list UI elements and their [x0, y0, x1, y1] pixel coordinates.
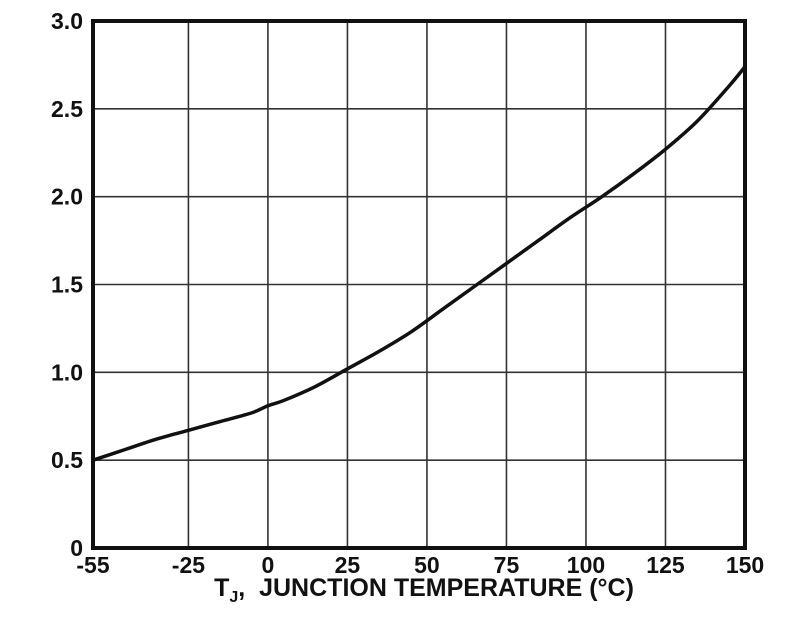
x-tick-label: -55: [76, 552, 109, 578]
x-axis-title-rest: , JUNCTION TEMPERATURE (°C): [238, 574, 634, 602]
y-tick-label: 0.5: [51, 447, 83, 473]
x-axis-title-subscript: J: [229, 589, 238, 606]
x-tick-label: 25: [335, 552, 361, 578]
x-tick-label: 50: [414, 552, 440, 578]
x-tick-label: 0: [262, 552, 275, 578]
series-line: [92, 65, 747, 462]
x-tick-label: 100: [567, 552, 605, 578]
x-axis-title: TJ, JUNCTION TEMPERATURE (°C): [214, 574, 634, 606]
x-tick-label: 150: [726, 552, 764, 578]
grid: [93, 21, 745, 548]
y-tick-label: 2.5: [51, 96, 83, 122]
x-axis-title-main: T: [214, 574, 229, 602]
y-axis-tick-labels: 0 0.5 1.0 1.5 2.0 2.5 3.0: [51, 8, 83, 561]
y-tick-label: 1.0: [51, 359, 83, 385]
y-tick-label: 0: [70, 535, 83, 561]
y-tick-label: 1.5: [51, 272, 83, 298]
plot-frame: [91, 19, 747, 550]
y-tick-label: 2.0: [51, 184, 83, 210]
x-tick-label: 125: [646, 552, 685, 578]
x-tick-label: 75: [494, 552, 520, 578]
series-line-group: [92, 65, 747, 462]
y-tick-label: 3.0: [51, 8, 83, 34]
x-tick-label: -25: [172, 552, 205, 578]
x-axis-tick-labels: -55 -25 0 25 50 75 100 125 150: [76, 552, 764, 578]
